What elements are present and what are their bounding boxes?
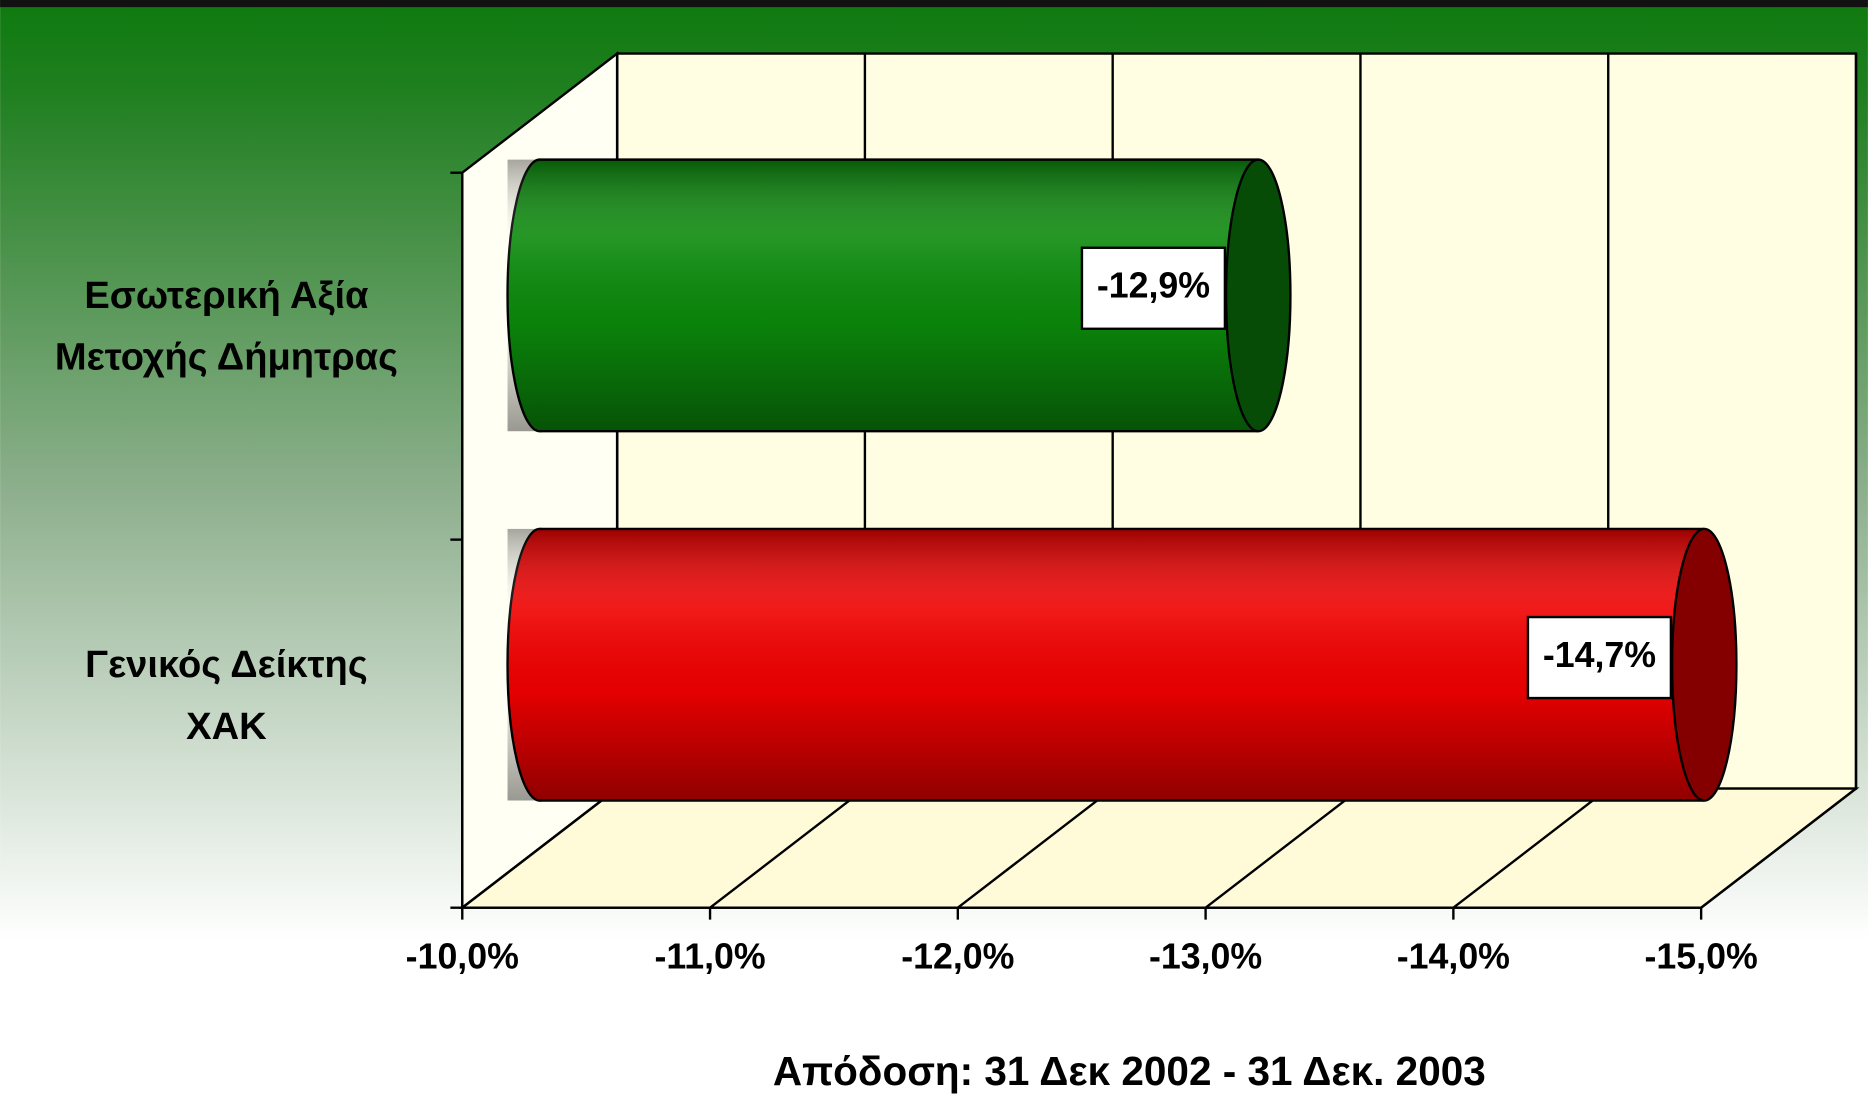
bar-end-cap-shade xyxy=(1672,528,1737,801)
bar-shade xyxy=(507,528,1705,801)
category-label-line: ΧΑΚ xyxy=(186,706,267,748)
floor-grid-line xyxy=(1700,787,1857,909)
category-label: Εσωτερική Αξία Μετοχής Δήμητρας xyxy=(55,275,398,379)
category-label-line: Εσωτερική Αξία xyxy=(84,275,369,317)
x-tick-label: -10,0% xyxy=(406,936,519,976)
value-label: -14,7% xyxy=(1543,635,1656,675)
x-tick-label: -12,0% xyxy=(901,936,1014,976)
category-label-line: Γενικός Δείκτης xyxy=(85,644,367,686)
bar-end-cap-shade xyxy=(1226,159,1291,432)
floor-grid-line xyxy=(461,787,618,909)
floor-grid-line xyxy=(709,787,866,909)
bar xyxy=(506,527,1738,802)
category-label-line: Μετοχής Δήμητρας xyxy=(55,337,398,379)
value-label-box xyxy=(1080,246,1227,330)
x-tick-label: -15,0% xyxy=(1645,936,1758,976)
x-tick-label: -13,0% xyxy=(1149,936,1262,976)
value-label-box xyxy=(1526,615,1673,700)
value-label: -12,9% xyxy=(1097,266,1210,306)
floor-grid-line xyxy=(957,787,1114,909)
x-axis-title: Απόδοση: 31 Δεκ 2002 - 31 Δεκ. 2003 xyxy=(773,1048,1486,1094)
top-border xyxy=(0,0,1868,8)
floor-grid-line xyxy=(1452,787,1609,909)
x-tick-label: -14,0% xyxy=(1397,936,1510,976)
x-tick-label: -11,0% xyxy=(654,936,765,976)
floor-grid-line xyxy=(1204,787,1362,909)
category-label: Γενικός Δείκτης ΧΑΚ xyxy=(85,644,367,748)
floor xyxy=(458,787,1860,909)
